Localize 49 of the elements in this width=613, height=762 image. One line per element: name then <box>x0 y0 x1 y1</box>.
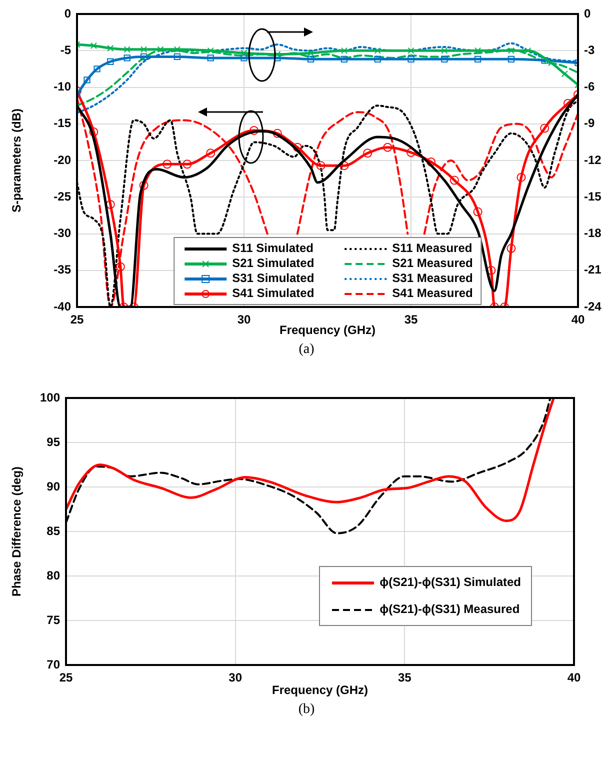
y-tick-label: -40 <box>54 299 72 314</box>
legend-label: S31 Measured <box>392 271 473 286</box>
y2-tick-label: 0 <box>584 6 591 20</box>
legend-label: S41 Measured <box>392 286 473 301</box>
x-axis-title: Frequency (GHz) <box>279 323 376 338</box>
y-tick-label: -5 <box>60 42 72 57</box>
legend-label: S21 Measured <box>392 256 473 271</box>
x-tick-label: 30 <box>228 670 242 685</box>
x-tick-label: 35 <box>398 670 412 685</box>
y-tick-label: 80 <box>46 568 60 582</box>
legend-label: S11 Simulated <box>232 241 314 256</box>
y-tick-label: 0 <box>64 6 72 20</box>
legend-label: ϕ(S21)-ϕ(S31) Measured <box>380 602 520 617</box>
x-tick-label: 40 <box>567 670 581 685</box>
y-tick-label: 95 <box>46 434 60 449</box>
x-tick-label: 40 <box>571 312 585 327</box>
legend-label: ϕ(S21)-ϕ(S31) Simulated <box>380 575 521 590</box>
y2-tick-label: -12 <box>584 152 602 167</box>
y-tick-label: 75 <box>46 612 60 627</box>
x-axis-title: Frequency (GHz) <box>272 683 368 698</box>
legend-label: S11 Measured <box>392 241 472 256</box>
x-tick-label: 25 <box>59 670 73 685</box>
y-tick-label: 70 <box>46 657 60 672</box>
x-tick-label: 30 <box>237 312 251 327</box>
y2-tick-label: -3 <box>584 42 595 57</box>
y-tick-label: -15 <box>54 116 72 130</box>
x-tick-label: 35 <box>404 312 418 327</box>
y-axis-title: S-parameters (dB) <box>10 108 24 213</box>
x-tick-label: 25 <box>70 312 84 327</box>
y-tick-label: -30 <box>54 226 72 240</box>
y-tick-label: 85 <box>46 524 60 538</box>
legend-label: S31 Simulated <box>232 271 314 286</box>
legend-label: S21 Simulated <box>232 256 314 271</box>
y-tick-label: -35 <box>54 262 72 277</box>
y2-tick-label: -24 <box>584 299 602 314</box>
y-tick-label: -10 <box>54 80 72 94</box>
y2-tick-label: -18 <box>584 226 602 240</box>
y2-tick-label: -6 <box>584 80 595 94</box>
y-tick-label: 90 <box>46 479 60 494</box>
text: (b) <box>297 702 316 718</box>
y2-tick-label: -9 <box>584 116 595 130</box>
y-tick-label: -25 <box>54 189 72 204</box>
legend-label: S41 Simulated <box>232 286 314 301</box>
y2-tick-label: -21 <box>584 262 602 277</box>
text: (a) <box>298 342 316 358</box>
y-tick-label: 100 <box>40 390 60 404</box>
y-tick-label: -20 <box>54 152 72 167</box>
y-axis-title: Phase Difference (deg) <box>10 466 24 597</box>
y2-tick-label: -15 <box>584 189 602 204</box>
